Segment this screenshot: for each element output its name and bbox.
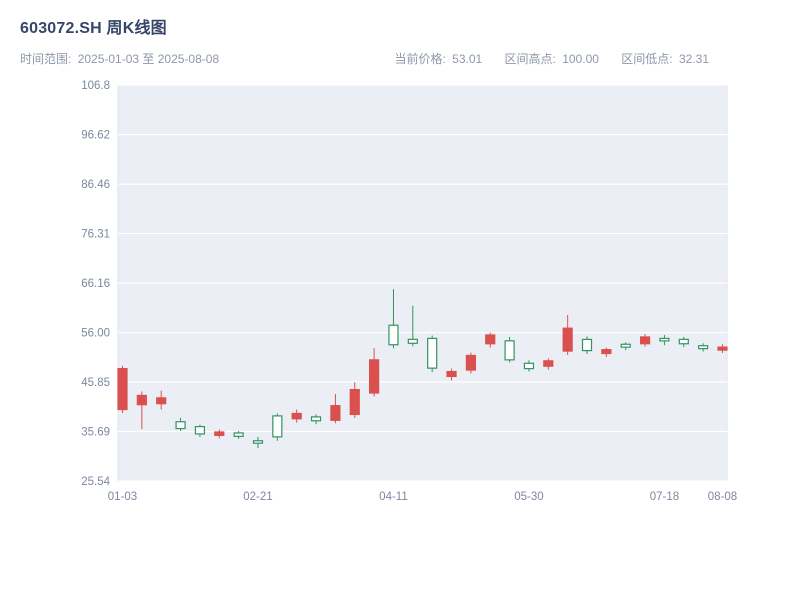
candle bbox=[214, 429, 225, 439]
candle-body bbox=[156, 397, 167, 405]
candle-body bbox=[717, 346, 728, 351]
candle bbox=[717, 344, 728, 354]
y-tick-label: 86.46 bbox=[81, 179, 110, 191]
y-tick-label: 106.8 bbox=[81, 80, 110, 92]
candle bbox=[427, 335, 438, 373]
candle-body bbox=[427, 337, 438, 369]
candle-body bbox=[698, 345, 709, 350]
stat-current-price: 当前价格: 53.01 bbox=[394, 52, 488, 66]
candle bbox=[272, 413, 283, 441]
candle-body bbox=[136, 394, 147, 406]
x-tick-label: 05-30 bbox=[514, 491, 543, 503]
candle-body bbox=[485, 334, 496, 345]
candle-body bbox=[581, 338, 593, 352]
candle-body bbox=[465, 354, 476, 371]
candle-body bbox=[407, 338, 418, 344]
candle bbox=[639, 334, 651, 347]
y-tick-label: 45.85 bbox=[81, 377, 110, 389]
candle bbox=[446, 368, 457, 381]
subtitle-row: 时间范围: 2025-01-03 至 2025-08-08 当前价格: 53.0… bbox=[20, 50, 712, 67]
y-tick-label: 35.69 bbox=[81, 427, 110, 439]
candle bbox=[233, 431, 244, 439]
date-range-label: 时间范围: bbox=[20, 52, 72, 66]
y-tick-label: 25.54 bbox=[81, 476, 110, 488]
candle-body bbox=[175, 421, 186, 430]
stat-range-low-value: 32.31 bbox=[678, 52, 709, 66]
candle-body bbox=[233, 432, 244, 437]
candle-body bbox=[272, 415, 283, 438]
date-range: 时间范围: 2025-01-03 至 2025-08-08 bbox=[20, 50, 222, 67]
candle bbox=[601, 347, 612, 357]
candle bbox=[543, 358, 554, 370]
stat-range-low-label: 区间低点: bbox=[621, 52, 673, 66]
y-tick-label: 56.00 bbox=[81, 328, 110, 340]
candle bbox=[136, 391, 147, 430]
candle-body bbox=[543, 360, 554, 367]
candle-body bbox=[349, 388, 360, 416]
stat-range-high-label: 区间高点: bbox=[504, 52, 556, 66]
candle bbox=[485, 332, 496, 348]
x-tick-label: 04-11 bbox=[379, 491, 408, 503]
candle-body bbox=[310, 416, 322, 422]
candle bbox=[349, 382, 360, 418]
candle bbox=[698, 343, 709, 352]
candle-body bbox=[194, 426, 206, 435]
candle bbox=[504, 336, 515, 363]
x-tick-label: 08-08 bbox=[708, 491, 737, 503]
stat-range-high-value: 100.00 bbox=[562, 52, 599, 66]
candle bbox=[407, 305, 418, 347]
candle-body bbox=[291, 412, 302, 420]
candle bbox=[310, 414, 322, 425]
candle-body bbox=[388, 324, 399, 346]
candle-body bbox=[523, 362, 535, 370]
candle-body bbox=[620, 343, 631, 348]
candle bbox=[194, 424, 206, 437]
date-range-value: 2025-01-03 至 2025-08-08 bbox=[77, 52, 220, 66]
candle-body bbox=[504, 340, 515, 361]
candle bbox=[291, 409, 302, 423]
candle-body bbox=[639, 336, 651, 345]
stat-current-price-value: 53.01 bbox=[452, 52, 483, 66]
x-tick-label: 02-21 bbox=[243, 491, 272, 503]
x-tick-label: 01-03 bbox=[108, 491, 137, 503]
candle-body bbox=[562, 327, 573, 352]
candle bbox=[175, 417, 186, 432]
candle-body bbox=[369, 359, 380, 394]
candle-body bbox=[601, 349, 612, 355]
candle bbox=[465, 352, 476, 374]
candle bbox=[678, 336, 689, 348]
x-tick-label: 07-18 bbox=[650, 491, 679, 503]
candle bbox=[156, 390, 167, 410]
candle-body bbox=[117, 368, 128, 411]
y-tick-label: 76.31 bbox=[81, 229, 110, 241]
price-stats: 当前价格: 53.01 区间高点: 100.00 区间低点: 32.31 bbox=[378, 50, 712, 67]
y-tick-label: 96.62 bbox=[81, 130, 110, 142]
candle bbox=[620, 342, 631, 351]
y-tick-label: 66.16 bbox=[81, 278, 110, 290]
candle-body bbox=[446, 370, 457, 378]
candle bbox=[117, 365, 128, 413]
page-title: 603072.SH 周K线图 bbox=[20, 20, 167, 37]
candle bbox=[388, 289, 399, 349]
candle-body bbox=[659, 337, 670, 342]
stat-current-price-label: 当前价格: bbox=[394, 52, 446, 66]
stat-range-low: 区间低点: 32.31 bbox=[621, 52, 712, 66]
candle bbox=[252, 436, 264, 449]
candle-body bbox=[330, 405, 341, 421]
candle-body bbox=[252, 440, 264, 444]
candle-body bbox=[214, 431, 225, 436]
candle bbox=[659, 334, 670, 346]
candle bbox=[369, 348, 380, 397]
candle-body bbox=[678, 338, 689, 345]
stat-range-high: 区间高点: 100.00 bbox=[505, 52, 606, 66]
candle bbox=[330, 393, 341, 424]
candle bbox=[562, 315, 573, 355]
candle bbox=[523, 360, 535, 372]
candle bbox=[581, 336, 593, 355]
